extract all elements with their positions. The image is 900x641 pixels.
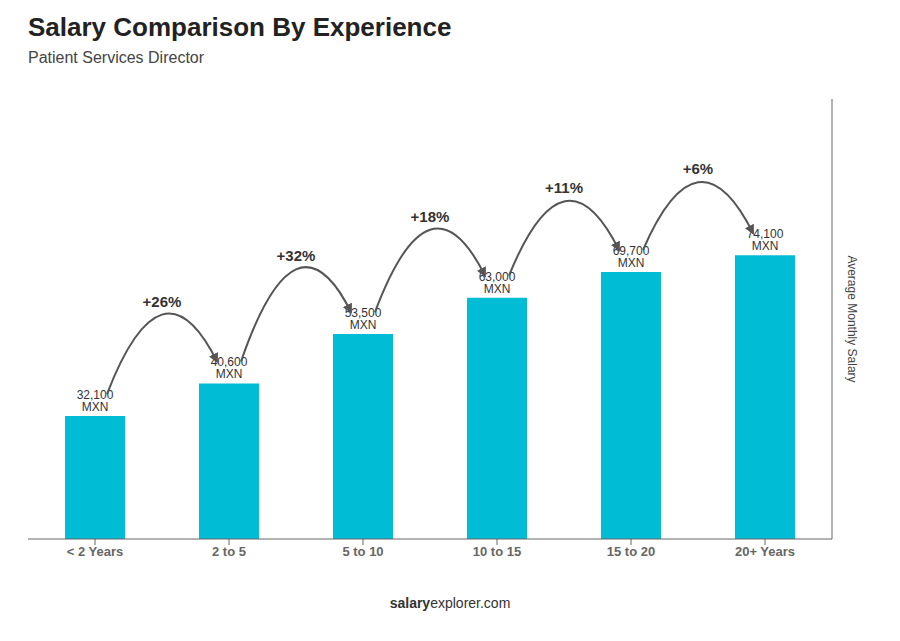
html-text:32,100: 32,100 [76, 388, 114, 402]
svg-text:+11%: +11% [545, 179, 583, 196]
html-text:MXN: MXN [349, 318, 377, 332]
html-text:53,500: 53,500 [344, 306, 382, 320]
svg-text:5 to 10: 5 to 10 [342, 544, 383, 559]
html-text:MXN: MXN [617, 256, 645, 270]
svg-text:+18%: +18% [411, 208, 450, 225]
html-text:40,600: 40,600 [210, 355, 248, 370]
html-text:69,700: 69,700 [612, 244, 650, 258]
svg-text:+26%: +26% [143, 293, 182, 310]
html-text:MXN: MXN [81, 400, 109, 414]
svg-text:15 to 20: 15 to 20 [607, 544, 655, 559]
svg-text:10 to 15: 10 to 15 [473, 544, 521, 559]
html-text:salary explorer.com: salary explorer.com [389, 595, 511, 611]
html-text:63,000: 63,000 [478, 269, 516, 284]
svg-text:< 2 Years: < 2 Years [67, 544, 124, 559]
svg-text:Average Monthly Salary: Average Monthly Salary [845, 255, 859, 382]
html-text:MXN: MXN [215, 367, 243, 382]
svg-text:+32%: +32% [277, 247, 316, 264]
html-text:MXN: MXN [483, 281, 511, 296]
svg-text:+6%: +6% [683, 160, 713, 177]
svg-text:20+ Years: 20+ Years [735, 544, 795, 559]
html-text:Salary Comparison By Experienc: Salary Comparison By Experience [28, 12, 452, 42]
html-text:Patient Services Director: Patient Services Director [28, 49, 205, 66]
html-text:74,100: 74,100 [746, 227, 784, 242]
svg-text:2 to 5: 2 to 5 [212, 544, 246, 559]
html-text:MXN: MXN [751, 239, 779, 254]
